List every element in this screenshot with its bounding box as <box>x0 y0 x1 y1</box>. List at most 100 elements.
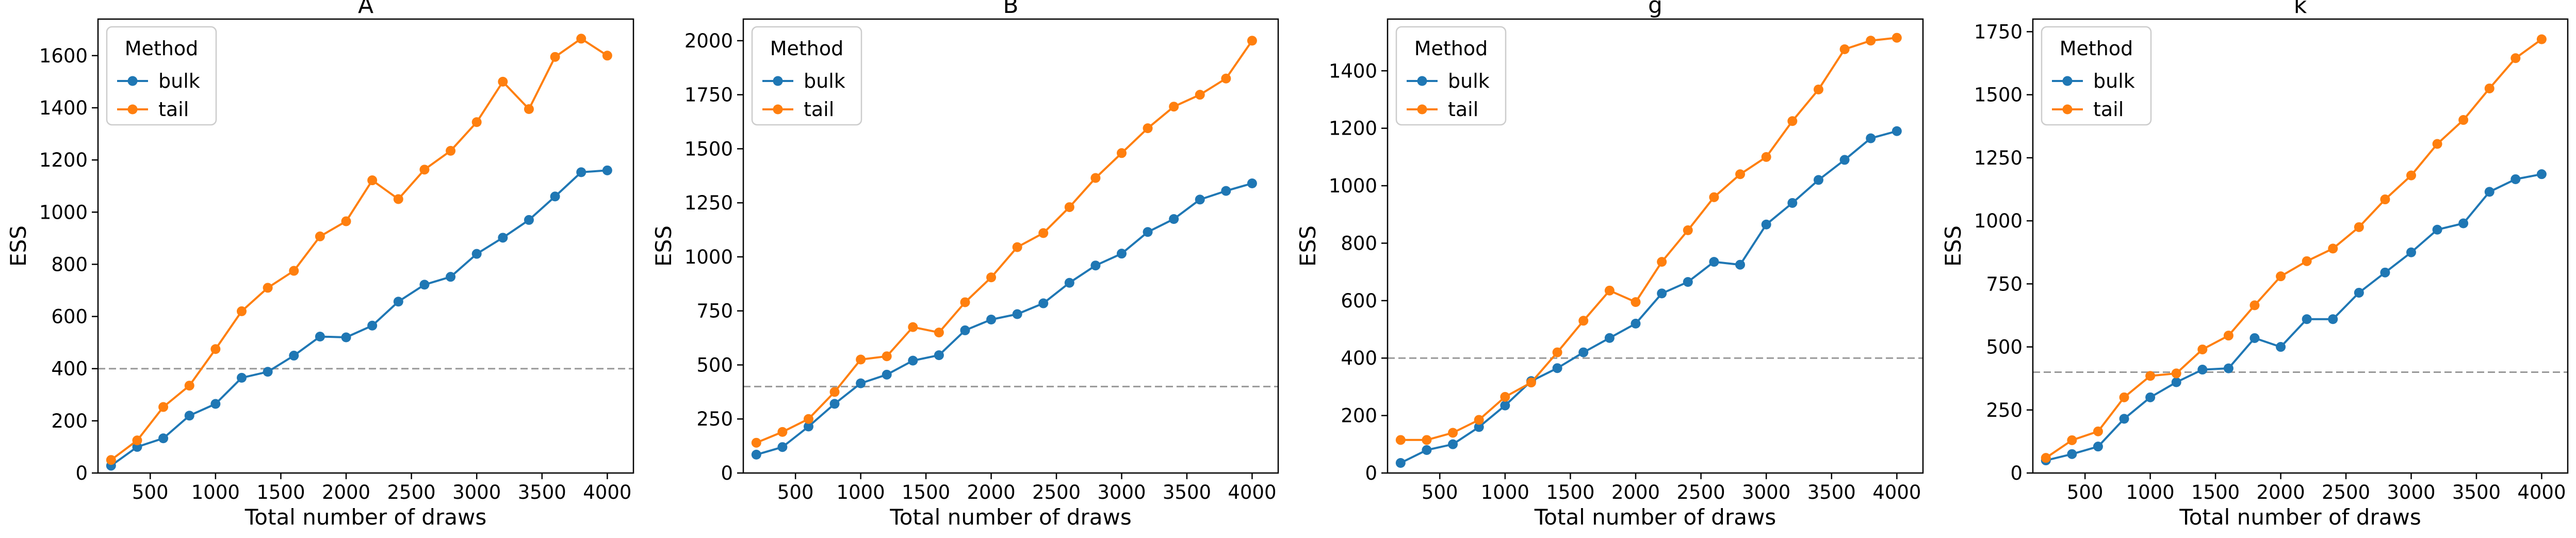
legend-label-tail: tail <box>158 98 189 121</box>
data-point-tail <box>471 117 482 127</box>
data-point-bulk <box>1761 219 1771 230</box>
data-point-bulk <box>1474 422 1484 432</box>
data-point-tail <box>106 455 116 465</box>
x-tick-label: 2000 <box>322 481 370 503</box>
data-point-tail <box>1839 44 1850 54</box>
data-point-tail <box>263 283 273 293</box>
data-point-bulk <box>158 433 169 444</box>
y-tick-label: 750 <box>696 300 733 322</box>
data-point-tail <box>1395 435 1406 445</box>
data-point-tail <box>2510 53 2521 63</box>
data-point-tail <box>1813 84 1823 94</box>
data-point-tail <box>315 231 325 241</box>
data-point-tail <box>367 175 378 186</box>
data-point-bulk <box>1448 439 1458 449</box>
y-tick-label: 0 <box>1365 462 1377 484</box>
data-point-bulk <box>602 165 612 175</box>
y-tick-label: 200 <box>1341 405 1377 427</box>
series-line-tail <box>1400 37 1897 441</box>
data-point-tail <box>1631 297 1641 307</box>
data-point-bulk <box>803 421 813 432</box>
legend-marker-bulk <box>127 76 138 86</box>
data-point-bulk <box>341 332 351 343</box>
x-tick-label: 2500 <box>1032 481 1081 503</box>
data-point-tail <box>1116 148 1127 158</box>
legend: Method bulk tail <box>751 26 862 126</box>
legend: Method bulk tail <box>106 26 217 126</box>
legend-title: Method <box>770 37 844 60</box>
plot-frame <box>742 18 1279 474</box>
legend: Method bulk tail <box>1395 26 1507 126</box>
data-point-bulk <box>2249 333 2260 343</box>
x-tick-label: 500 <box>1422 481 1458 503</box>
x-tick-label: 1000 <box>2126 481 2175 503</box>
data-point-tail <box>2249 300 2260 311</box>
data-point-bulk <box>1195 194 1205 205</box>
data-point-tail <box>2145 371 2156 381</box>
data-point-tail <box>2119 392 2129 402</box>
x-tick-label: 2000 <box>2256 481 2305 503</box>
data-point-tail <box>1195 90 1205 100</box>
x-axis-label: Total number of draws <box>889 504 1131 530</box>
data-point-tail <box>1038 228 1049 238</box>
data-point-tail <box>1787 116 1798 126</box>
legend-marker-bulk <box>1417 76 1427 86</box>
data-point-tail <box>1604 285 1615 296</box>
data-point-bulk <box>210 399 221 409</box>
data-point-bulk <box>1169 214 1179 224</box>
series-line-tail <box>110 37 608 461</box>
x-axis-label: Total number of draws <box>1534 504 1776 530</box>
legend-label-tail: tail <box>2093 98 2124 121</box>
data-point-bulk <box>2197 365 2208 375</box>
data-point-bulk <box>315 331 325 341</box>
legend-title: Method <box>125 37 199 60</box>
data-point-tail <box>1247 36 1257 46</box>
data-point-bulk <box>1552 363 1562 373</box>
data-point-bulk <box>2223 363 2233 373</box>
x-tick-label: 2500 <box>1677 481 1725 503</box>
data-point-tail <box>132 435 142 446</box>
x-tick-label: 1500 <box>2191 481 2240 503</box>
legend-marker-bulk <box>2062 76 2073 86</box>
x-tick-label: 3500 <box>1163 481 1211 503</box>
data-point-bulk <box>2510 174 2521 184</box>
x-tick-label: 1500 <box>902 481 950 503</box>
chart-title: A <box>358 0 373 19</box>
y-tick-label: 1200 <box>39 149 88 171</box>
data-point-bulk <box>934 350 944 361</box>
y-tick-label: 1400 <box>39 97 88 119</box>
y-tick-label: 500 <box>696 354 733 376</box>
x-tick-label: 1000 <box>1481 481 1529 503</box>
chart-title: k <box>2294 0 2307 19</box>
y-tick-label: 400 <box>1341 347 1377 369</box>
data-point-tail <box>1761 152 1771 162</box>
y-tick-label: 250 <box>1986 399 2023 421</box>
series-line-bulk <box>110 169 608 467</box>
legend-label-bulk: bulk <box>1448 70 1490 92</box>
x-tick-label: 2500 <box>387 481 436 503</box>
y-tick-label: 2000 <box>684 30 733 52</box>
data-point-tail <box>1143 123 1153 134</box>
x-axis-label: Total number of draws <box>244 504 486 530</box>
data-point-tail <box>602 51 612 61</box>
data-point-bulk <box>1012 309 1022 319</box>
legend-label-tail: tail <box>804 98 834 121</box>
y-tick-label: 0 <box>75 462 88 484</box>
data-point-bulk <box>2536 169 2547 180</box>
data-point-bulk <box>908 355 918 366</box>
data-point-bulk <box>2458 218 2469 229</box>
data-point-bulk <box>1500 400 1510 411</box>
y-tick-label: 200 <box>51 410 88 432</box>
data-point-tail <box>1683 225 1693 235</box>
data-point-bulk <box>446 272 456 282</box>
data-point-tail <box>2276 271 2286 282</box>
data-point-tail <box>856 354 866 365</box>
y-tick-label: 500 <box>1986 336 2023 358</box>
x-tick-label: 1000 <box>837 481 885 503</box>
y-tick-label: 1750 <box>1974 21 2023 43</box>
data-point-tail <box>2041 453 2051 463</box>
legend-label-bulk: bulk <box>2093 70 2135 92</box>
data-point-bulk <box>829 399 840 409</box>
data-point-tail <box>1500 392 1510 402</box>
